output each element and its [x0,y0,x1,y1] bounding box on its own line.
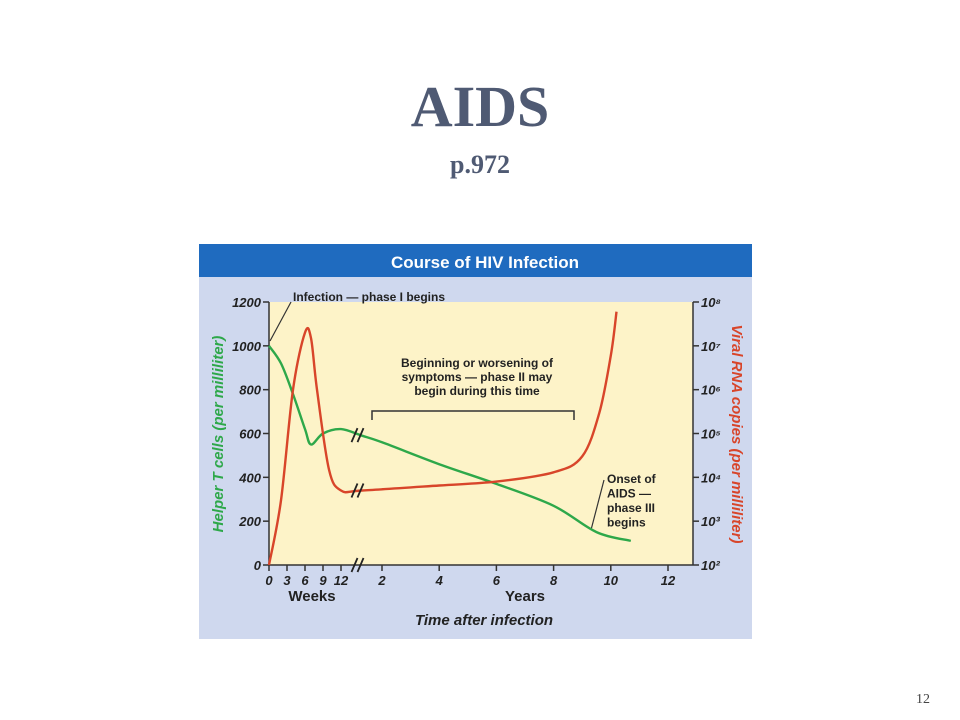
break-mark-viral [356,483,365,498]
infection-leader-line [269,301,292,342]
x-tick-label-years: 4 [435,573,444,588]
annotation-line: AIDS — [607,487,651,501]
series-line-viral-rna [267,311,618,566]
right-tick-label: 10⁷ [701,339,720,354]
break-mark-x-axis [356,557,365,573]
left-tick-label: 200 [238,514,261,529]
x-tick-label-years: 12 [661,573,676,588]
break-mark-t-cells [356,427,365,443]
annotation-line: begins [607,516,646,530]
right-tick-label: 10⁸ [701,295,721,310]
annotation-line: Beginning or worsening of [401,356,554,370]
chart-title: Course of HIV Infection [391,253,579,272]
right-tick-label: 10⁶ [701,383,721,398]
x-tick-label-weeks: 12 [334,573,349,588]
hiv-course-chart: Course of HIV Infection 0200400600800100… [199,244,752,639]
left-tick-label: 1200 [232,295,262,310]
annotation-line: phase III [607,501,655,515]
slide-title: AIDS [410,74,550,139]
x-tick-label-years: 6 [493,573,501,588]
x-tick-label-weeks: 3 [283,573,291,588]
annotation-infection-phase-i: Infection — phase I begins [293,290,445,304]
left-axis-ticks: 0 200 400 600 800 1000 1200 [232,295,269,573]
x-tick-label-weeks: 9 [319,573,327,588]
chart-title-banner [199,244,752,277]
x-tick-label-weeks: 6 [301,573,309,588]
page-number: 12 [916,692,930,707]
break-mark-t-cells [350,427,359,443]
left-axis-label: Helper T cells (per milliliter) [210,336,227,533]
left-tick-label: 400 [238,470,261,485]
x-tick-label-weeks: 0 [265,573,273,588]
x-tick-label-years: 2 [377,573,386,588]
right-tick-label: 10³ [701,514,720,529]
slide-subtitle: p.972 [450,150,510,179]
right-tick-label: 10⁴ [701,470,721,485]
right-axis-label: Viral RNA copies (per milliliter) [728,325,745,544]
left-tick-label: 0 [254,558,262,573]
chart-figure: Course of HIV Infection 0 200 400 600 800 100… [199,244,752,639]
left-tick-label: 600 [239,427,261,442]
break-mark-viral [350,483,359,498]
aids-onset-leader-line [590,479,605,531]
x-axis-label: Time after infection [415,612,553,629]
left-tick-label: 1000 [232,339,262,354]
x-unit-weeks: Weeks [288,588,335,605]
phase-ii-bracket [371,410,575,420]
annotation-line: Onset of [607,472,657,486]
right-tick-label: 10² [701,558,720,573]
axis-break-marks [350,427,365,573]
right-tick-label: 10⁵ [701,427,721,442]
right-axis-ticks: 10² 10³ 10⁴ 10⁵ 10⁶ 10⁷ 10⁸ [693,295,721,573]
x-tick-label-years: 10 [604,573,619,588]
plot-area [269,302,693,565]
annotation-line: symptoms — phase II may [402,370,553,384]
series-line-helper-t-cells [268,345,632,543]
x-tick-label-years: 8 [550,573,558,588]
left-tick-label: 800 [239,383,261,398]
x-axis-ticks: 0 3 6 9 12 2 4 6 8 10 12 [265,565,676,588]
x-unit-years: Years [505,588,545,605]
annotation-line: begin during this time [414,384,540,398]
break-mark-x-axis [350,557,359,573]
annotation-line: Infection — phase I begins [293,290,445,304]
